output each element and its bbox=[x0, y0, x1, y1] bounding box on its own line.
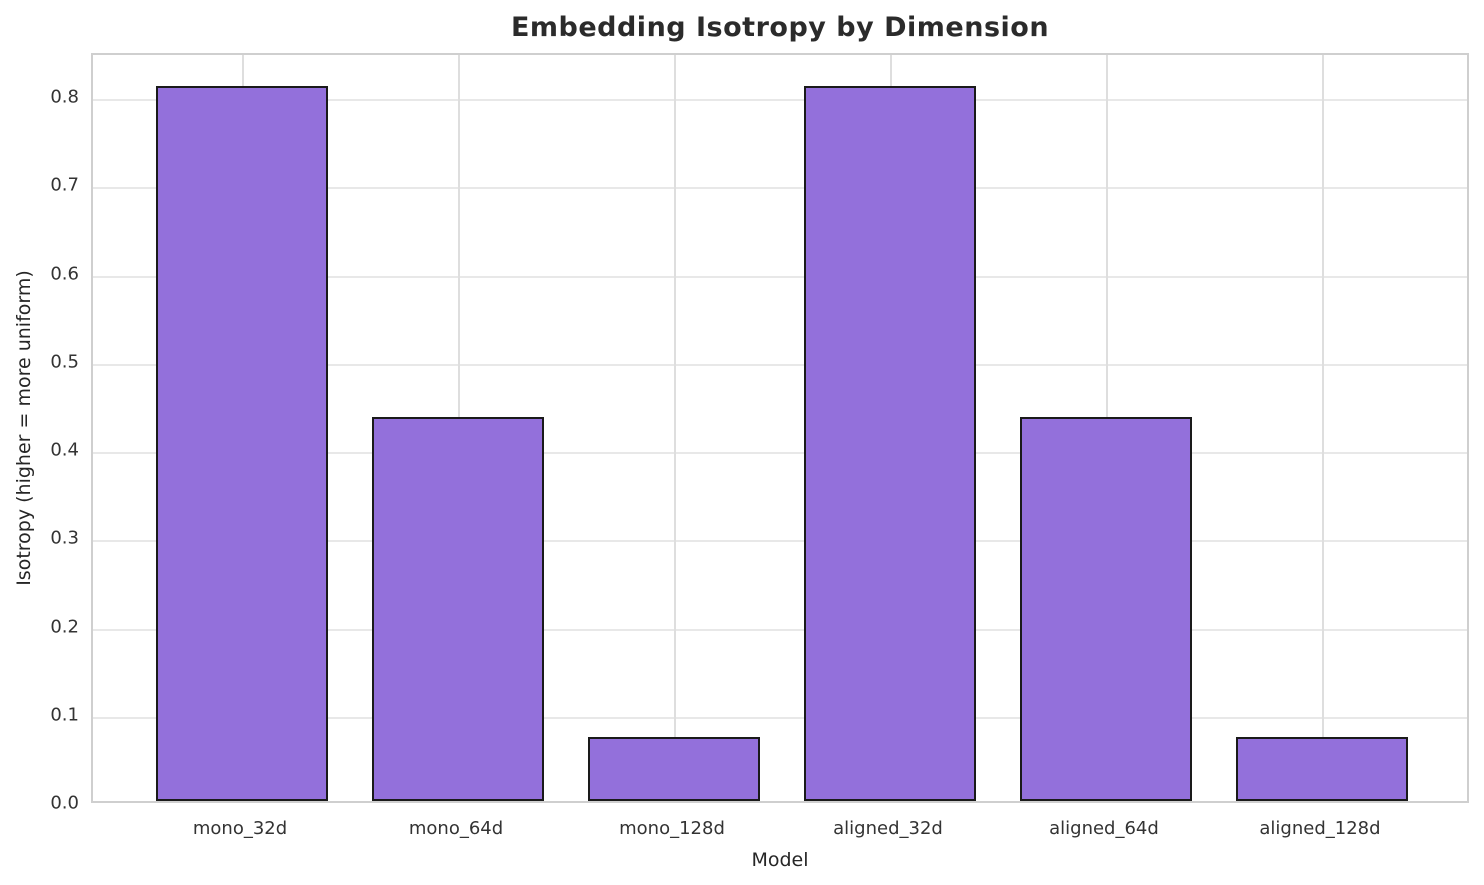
h-gridline bbox=[93, 99, 1467, 102]
bar-mono_32d bbox=[155, 86, 329, 801]
h-gridline bbox=[93, 452, 1467, 455]
v-gridline bbox=[674, 55, 676, 801]
x-axis-label: Model bbox=[751, 849, 809, 871]
h-gridline bbox=[93, 628, 1467, 631]
x-tick-label-aligned_32d: aligned_32d bbox=[833, 818, 943, 839]
bar-mono_64d bbox=[371, 417, 545, 801]
v-gridline bbox=[1321, 55, 1324, 801]
chart-title: Embedding Isotropy by Dimension bbox=[510, 12, 1050, 43]
h-gridline bbox=[93, 540, 1467, 543]
x-tick-label-mono_32d: mono_32d bbox=[192, 818, 288, 839]
bar-mono_128d bbox=[587, 736, 761, 801]
h-gridline bbox=[93, 363, 1467, 366]
y-tick-label: 0.5 bbox=[50, 351, 79, 373]
h-gridline bbox=[93, 716, 1467, 719]
x-tick-label-mono_128d: mono_128d bbox=[619, 818, 725, 839]
x-tick-label-mono_64d: mono_64d bbox=[408, 818, 504, 839]
y-tick-label: 0.1 bbox=[50, 704, 79, 726]
bar-aligned_64d bbox=[1019, 417, 1193, 801]
y-tick-label: 0.2 bbox=[50, 616, 79, 638]
y-tick-label: 0.8 bbox=[50, 86, 79, 108]
h-gridline bbox=[93, 187, 1467, 190]
y-tick-label: 0.3 bbox=[50, 527, 79, 549]
bar-aligned_128d bbox=[1235, 736, 1409, 801]
y-tick-label: 0.7 bbox=[50, 174, 79, 196]
y-tick-label: 0.0 bbox=[50, 792, 79, 814]
y-tick-label: 0.6 bbox=[50, 263, 79, 285]
y-tick-label: 0.4 bbox=[50, 439, 79, 461]
x-tick-label-aligned_128d: aligned_128d bbox=[1259, 818, 1381, 839]
x-tick-label-aligned_64d: aligned_64d bbox=[1049, 818, 1159, 839]
plot-area bbox=[91, 53, 1469, 803]
bar-aligned_32d bbox=[803, 86, 977, 801]
h-gridline bbox=[93, 275, 1467, 278]
